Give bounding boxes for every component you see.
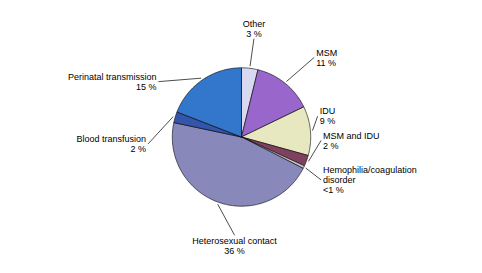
svg-text:Blood transfusion2 %: Blood transfusion2 % [77, 134, 147, 154]
svg-text:MSM11 %: MSM11 % [316, 48, 337, 68]
svg-text:Perinatal transmission15 %: Perinatal transmission15 % [68, 72, 157, 92]
svg-text:Hemophilia/coagulationdisorder: Hemophilia/coagulationdisorder<1 % [323, 165, 417, 195]
svg-text:Other3 %: Other3 % [243, 19, 266, 39]
svg-text:IDU9 %: IDU9 % [320, 106, 336, 126]
svg-text:MSM and IDU2 %: MSM and IDU2 % [323, 131, 380, 151]
svg-text:Heterosexual contact36 %: Heterosexual contact36 % [192, 236, 277, 256]
